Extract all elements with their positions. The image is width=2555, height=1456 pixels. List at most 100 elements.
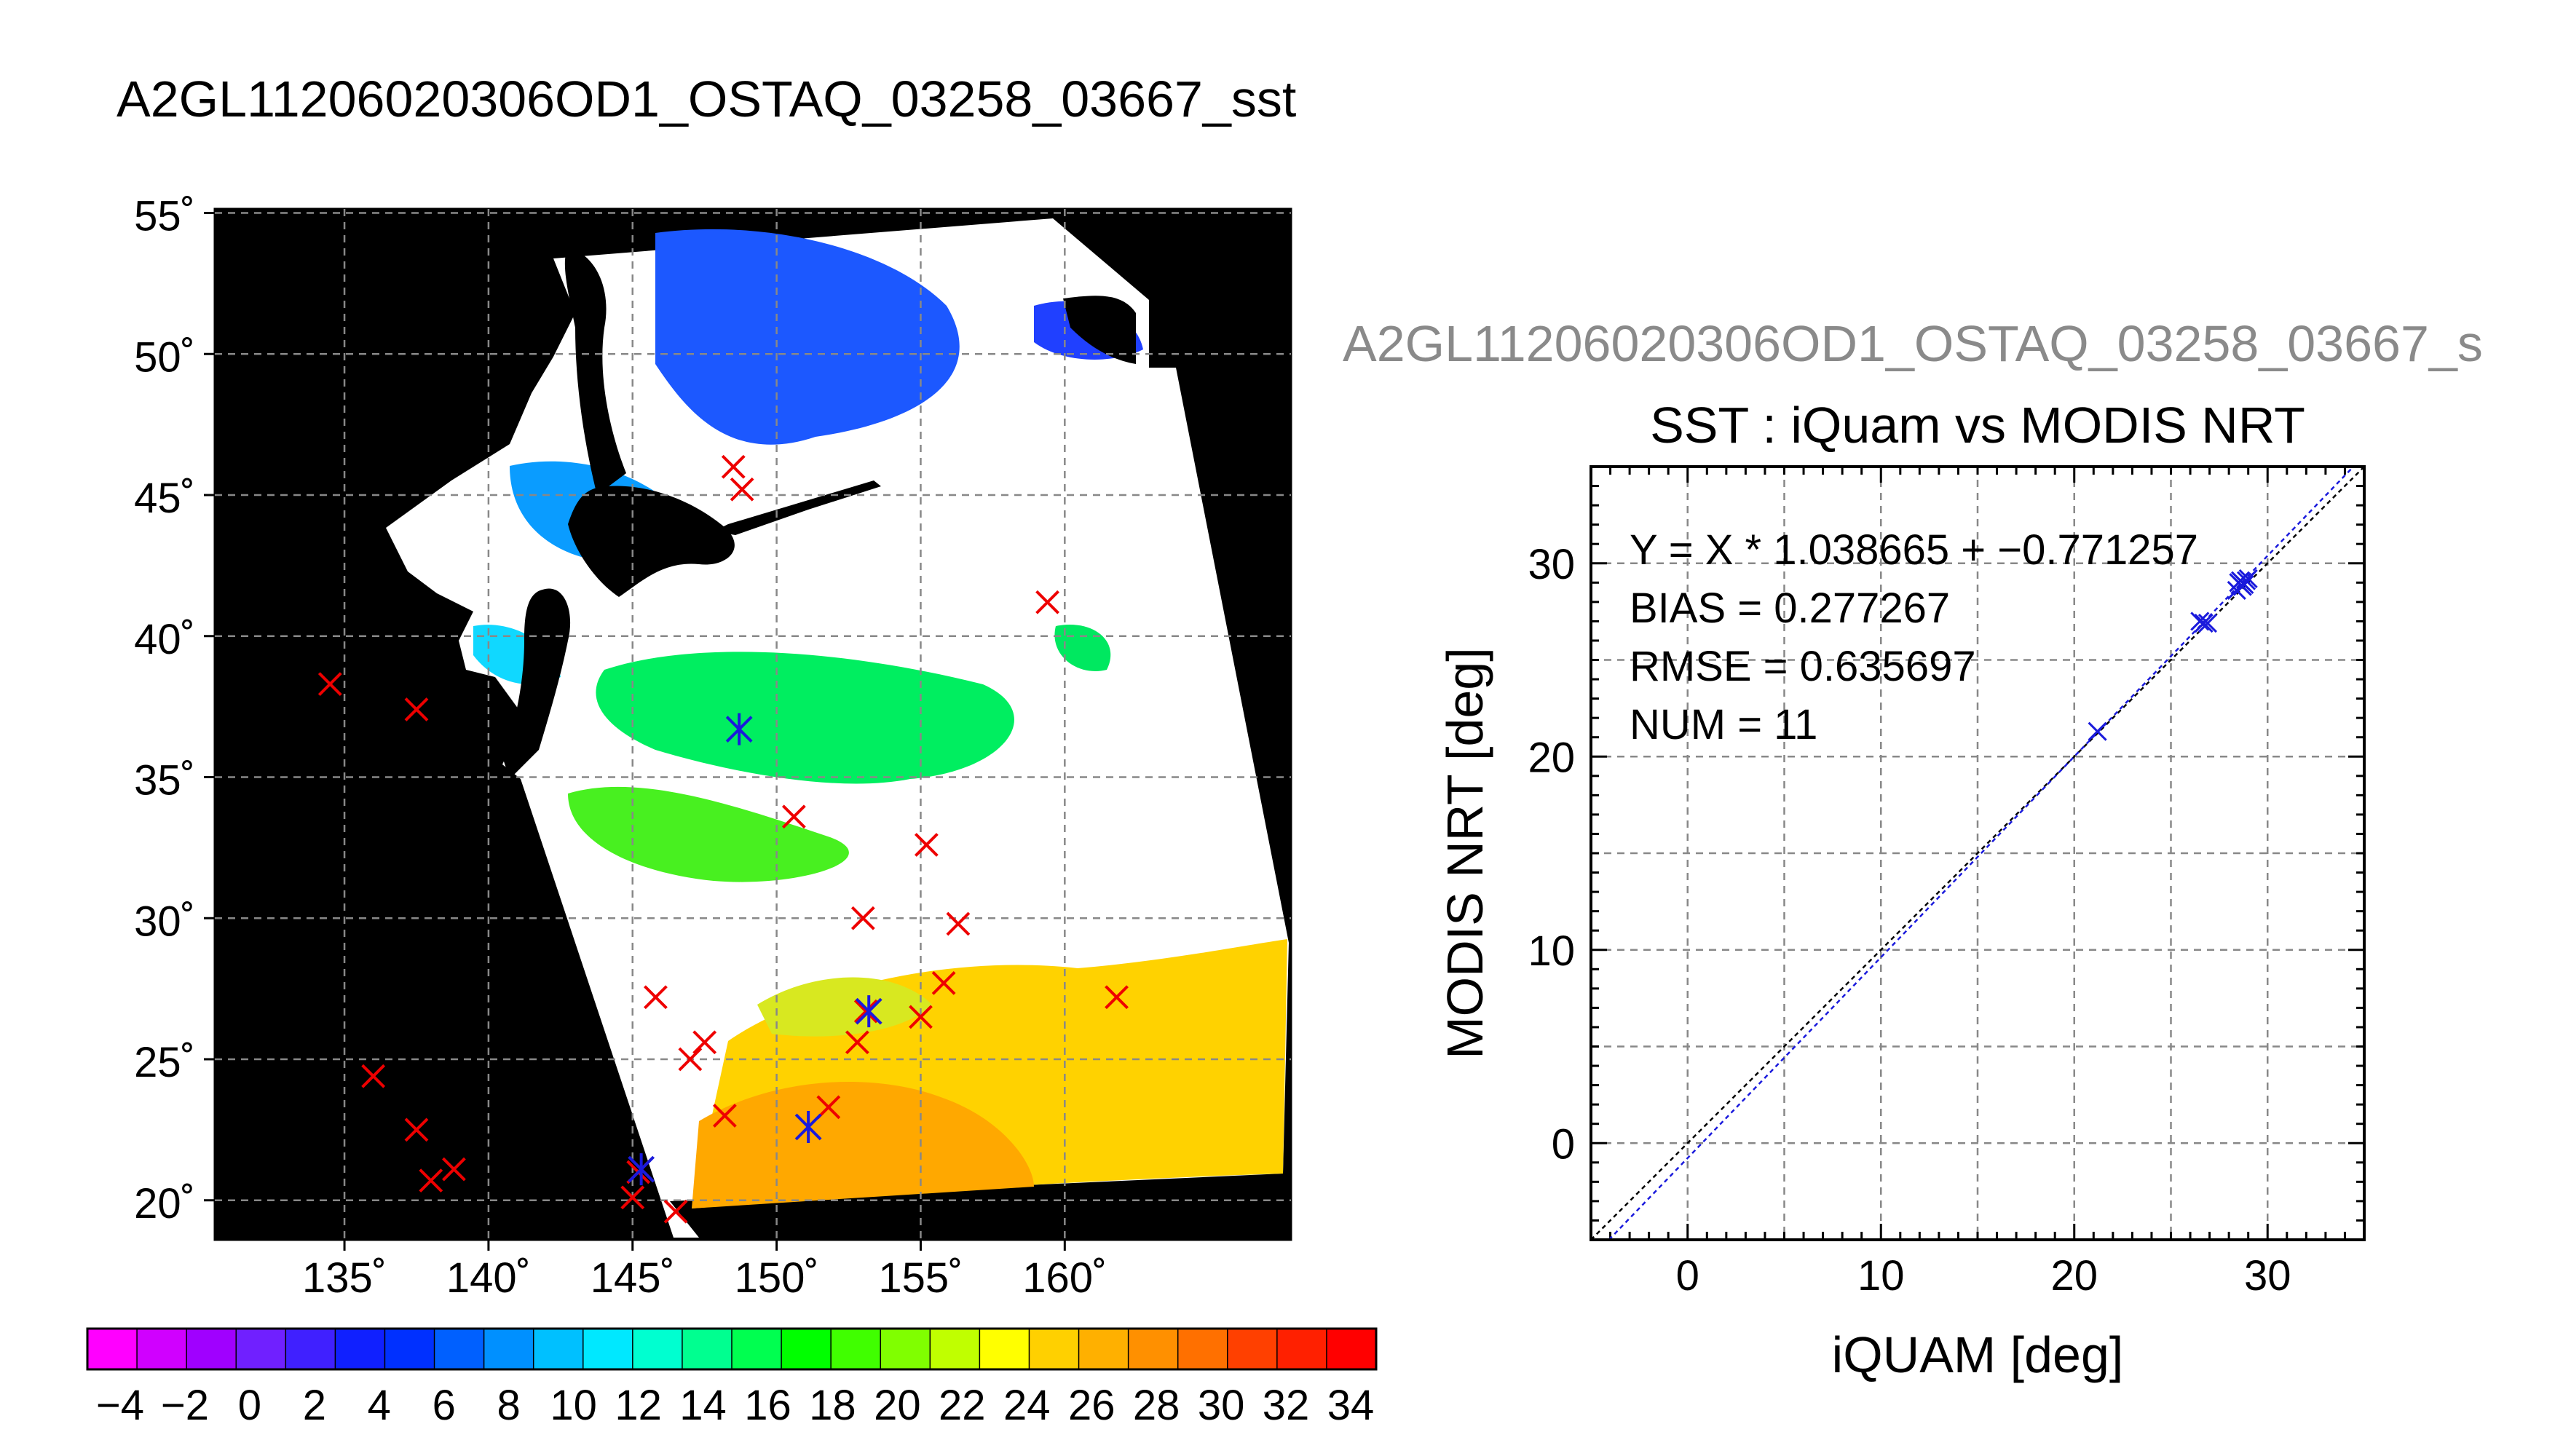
- map-match-marker-stroke-b: [946, 911, 971, 936]
- colorbar-label: 8: [497, 1382, 521, 1429]
- map-match-marker-stroke-b: [361, 1064, 386, 1088]
- chart-annotation: BIAS = 0.277267: [1630, 585, 1950, 632]
- colorbar-label: 24: [1003, 1382, 1051, 1429]
- colorbar-cell: [137, 1329, 187, 1369]
- map-lat-label: 20˚: [134, 1180, 195, 1227]
- map-match-marker-stroke-b: [914, 833, 939, 857]
- colorbar: −4 −2 0 2 4 6 8 10 12 14 16 18 20 22 24 26 28 30 32 34: [86, 1327, 1378, 1429]
- map-match-marker-stroke-b: [816, 1095, 841, 1120]
- map-lat-label: 40˚: [134, 616, 195, 663]
- map-match-marker: [850, 906, 875, 930]
- map-match-marker-stroke-b: [730, 477, 754, 502]
- chart-tick-labels: 0 10 20 30 0 10 20 30: [1528, 541, 2291, 1299]
- x-tick-label: 0: [1676, 1252, 1699, 1299]
- colorbar-labels: −4 −2 0 2 4 6 8 10 12 14 16 18 20 22 24 26 28 30 32 34: [96, 1382, 1374, 1429]
- map-match-marker: [442, 1157, 466, 1182]
- chart-points: [2088, 569, 2258, 741]
- map-valid-marker: [628, 1153, 655, 1186]
- map-match-marker-stroke-b: [317, 672, 342, 697]
- sst-field-north: [655, 229, 960, 445]
- colorbar-cell: [1177, 1329, 1228, 1369]
- colorbar-cell: [781, 1329, 832, 1369]
- fit-line: [1608, 466, 2355, 1241]
- map-valid-marker: [725, 713, 753, 745]
- map-grid: [204, 209, 1291, 1251]
- land-kurils: [714, 480, 881, 535]
- map-match-marker-stroke-b: [644, 985, 668, 1010]
- map-match-marker: [909, 1005, 933, 1029]
- colorbar-cell: [1227, 1329, 1278, 1369]
- x-tick-label: 20: [2050, 1252, 2098, 1299]
- colorbar-label: 20: [874, 1382, 921, 1429]
- colorbar-label: 14: [679, 1382, 727, 1429]
- map-match-marker-stroke-b: [663, 1199, 688, 1224]
- colorbar-label: 26: [1068, 1382, 1115, 1429]
- chart-title: SST : iQuam vs MODIS NRT: [1650, 397, 2305, 454]
- x-tick-label: 10: [1857, 1252, 1905, 1299]
- map-match-marker: [781, 804, 806, 829]
- colorbar-cell: [583, 1329, 633, 1369]
- map-match-marker: [663, 1199, 688, 1224]
- map-match-marker: [1035, 590, 1059, 614]
- map-match-marker-stroke-b: [404, 1117, 429, 1142]
- y-tick-label: 20: [1528, 734, 1575, 781]
- map-lon-label: 140˚: [446, 1254, 531, 1302]
- map-match-marker: [853, 999, 878, 1024]
- scatter-file-title: A2GL11206020306OD1_OSTAQ_03258_03667_s: [1343, 315, 2483, 372]
- map-match-marker: [946, 911, 971, 936]
- map-match-marker: [404, 1117, 429, 1142]
- colorbar-label: 0: [238, 1382, 261, 1429]
- map-lat-label: 25˚: [134, 1039, 195, 1086]
- colorbar-cells: [87, 1329, 1377, 1369]
- map-match-marker: [845, 1030, 869, 1055]
- land-sakhalin: [564, 248, 626, 495]
- y-tick-label: 30: [1528, 541, 1575, 588]
- colorbar-cell: [930, 1329, 980, 1369]
- sst-map: 55˚ 50˚ 45˚ 40˚ 35˚ 30˚ 25˚ 20˚ 135˚ 140˚ 145˚ 150…: [134, 193, 1292, 1302]
- map-match-marker-stroke-b: [692, 1030, 717, 1055]
- colorbar-label: 28: [1133, 1382, 1180, 1429]
- colorbar-label: 22: [939, 1382, 986, 1429]
- chart-annotation: RMSE = 0.635697: [1630, 643, 1976, 690]
- colorbar-cell: [1029, 1329, 1080, 1369]
- colorbar-label: 10: [550, 1382, 597, 1429]
- colorbar-cell: [880, 1329, 931, 1369]
- colorbar-label: 34: [1327, 1382, 1375, 1429]
- colorbar-label: 6: [433, 1382, 456, 1429]
- map-match-marker-stroke-b: [909, 1005, 933, 1029]
- map-match-marker-stroke-b: [1035, 590, 1059, 614]
- colorbar-label: −4: [96, 1382, 144, 1429]
- colorbar-cell: [831, 1329, 881, 1369]
- x-axis-label: iQUAM [deg]: [1832, 1326, 2124, 1383]
- land-kamchatka: [1063, 296, 1136, 364]
- colorbar-label: −2: [161, 1382, 209, 1429]
- colorbar-label: 12: [615, 1382, 662, 1429]
- map-match-marker-stroke-b: [712, 1104, 737, 1128]
- chart-point: [2088, 721, 2107, 741]
- colorbar-cell: [434, 1329, 485, 1369]
- map-match-marker-stroke-b: [853, 999, 878, 1024]
- scatter-chart: SST : iQuam vs MODIS NRT 0 10 20 300102030 …: [1437, 397, 2366, 1383]
- chart-point-stroke-b: [2088, 721, 2107, 741]
- map-lon-labels: 135˚ 140˚ 145˚ 150˚ 155˚ 160˚: [302, 1254, 1107, 1302]
- map-match-marker-stroke-b: [1105, 985, 1129, 1010]
- map-valid-marker: [855, 995, 882, 1028]
- map-match-marker: [1105, 985, 1129, 1010]
- colorbar-cell: [384, 1329, 435, 1369]
- map-lon-label: 155˚: [878, 1254, 963, 1302]
- colorbar-label: 30: [1198, 1382, 1245, 1429]
- map-lat-label: 55˚: [134, 193, 195, 240]
- page-title: A2GL11206020306OD1_OSTAQ_03258_03667_sst: [117, 71, 1297, 127]
- colorbar-cell: [533, 1329, 584, 1369]
- map-match-marker-stroke-b: [404, 697, 429, 721]
- chart-frame: [1590, 465, 2366, 1241]
- colorbar-label: 18: [809, 1382, 856, 1429]
- colorbar-label: 32: [1263, 1382, 1310, 1429]
- map-match-marker-stroke-b: [721, 454, 746, 479]
- x-tick-label: 30: [2244, 1252, 2291, 1299]
- colorbar-cell: [483, 1329, 534, 1369]
- map-match-marker: [721, 454, 746, 479]
- map-match-marker-stroke-b: [845, 1030, 869, 1055]
- chart-point: [2197, 613, 2218, 633]
- chart-point: [2194, 613, 2214, 633]
